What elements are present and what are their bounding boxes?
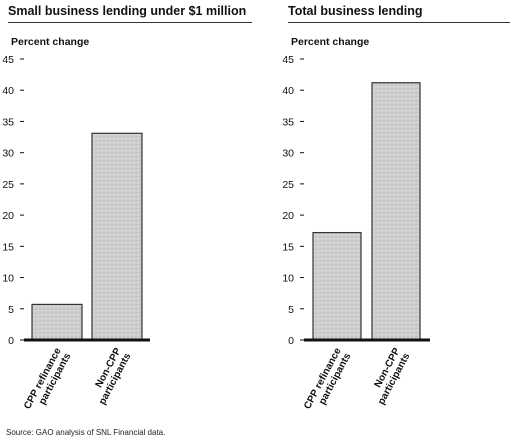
chart-title: Total business lending (288, 4, 423, 18)
y-tick-label: 30 (2, 148, 14, 160)
y-tick-label: 15 (282, 241, 294, 253)
y-tick-label: 25 (2, 179, 14, 191)
y-axis-label: Percent change (291, 36, 370, 48)
x-category-label: Non-CPPparticipants (87, 346, 133, 407)
title-divider (8, 22, 252, 23)
source-note: Source: GAO analysis of SNL Financial da… (6, 428, 166, 437)
y-tick-label: 0 (8, 335, 14, 347)
y-tick-label: 10 (2, 273, 14, 285)
bar-non-cpp (371, 82, 421, 341)
chart-title: Small business lending under $1 million (8, 4, 247, 18)
bar-cpp-refinance (312, 231, 362, 341)
y-tick-label: 0 (288, 335, 294, 347)
y-tick-label: 5 (8, 304, 14, 316)
x-category-label: CPP refinanceparticipants (22, 346, 73, 416)
y-tick-label: 35 (2, 116, 14, 128)
y-tick-label: 15 (2, 241, 14, 253)
x-category-label: CPP refinanceparticipants (302, 346, 353, 416)
y-tick-label: 30 (282, 148, 294, 160)
title-divider (288, 22, 510, 23)
bar-non-cpp (91, 132, 143, 341)
y-tick-label: 20 (282, 210, 294, 222)
y-tick-label: 5 (288, 304, 294, 316)
chart-panel-total-business: Total business lending Percent change 0 5… (280, 0, 518, 420)
y-tick-label: 20 (2, 210, 14, 222)
y-tick-label: 10 (282, 273, 294, 285)
bar-chart-total-business: 0 5 10 15 20 25 30 35 40 45 CPP refinanceparticipa… (282, 54, 430, 416)
y-tick-label: 45 (2, 54, 14, 66)
y-tick-label: 25 (282, 179, 294, 191)
y-tick-label: 40 (282, 85, 294, 97)
bar-chart-small-business: 0 5 10 15 20 25 30 35 40 45 CPP refinanceparticipa… (2, 54, 150, 416)
y-axis-label: Percent change (11, 36, 90, 48)
y-tick-label: 40 (2, 85, 14, 97)
chart-panel-small-business: Small business lending under $1 million … (0, 0, 262, 420)
x-category-label: Non-CPPparticipants (366, 346, 412, 407)
y-tick-label: 45 (282, 54, 294, 66)
y-tick-label: 35 (282, 116, 294, 128)
bar-cpp-refinance (31, 303, 83, 341)
